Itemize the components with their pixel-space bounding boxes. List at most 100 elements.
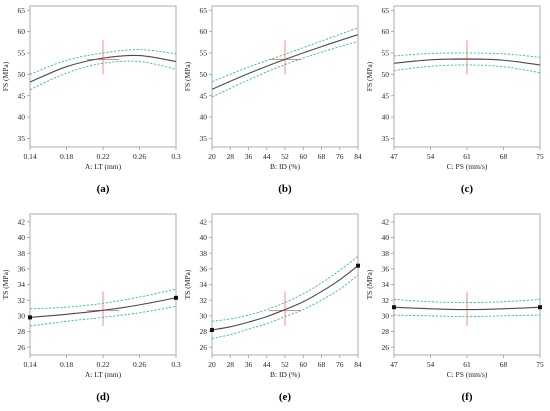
y-tick-label: 35 [382,134,390,143]
y-tick-label: 65 [18,6,26,15]
plot-frame [211,213,359,356]
y-tick-label: 36 [18,264,26,273]
x-tick-label: 84 [354,152,362,161]
y-tick-label: 30 [382,311,390,320]
lower-ci-line [394,314,540,318]
upper-ci-line [212,27,358,83]
chart-panel-e: 26 28 30 32 34 36 38 40 42 20 28 36 44 52 60 68 76 84 B: I… [183,213,362,403]
y-tick-label: 36 [200,264,208,273]
design-point [174,295,178,300]
x-tick-label: 20 [208,152,216,161]
plot-area [394,40,540,75]
x-tick-label: 36 [245,152,253,161]
x-tick-label: 28 [227,152,235,161]
fit-line [212,265,358,331]
y-axis-label: TS (MPa) [1,269,10,299]
chart-panel-d: 26 28 30 32 34 36 38 40 42 0.14 0.18 0.22 0.26 0.3 A: … [1,213,181,403]
y-tick-label: 55 [18,49,26,58]
x-tick-label: 68 [500,360,508,369]
x-tick-label: 54 [427,360,435,369]
y-tick-label: 40 [200,233,208,242]
y-tick-label: 45 [18,91,26,100]
y-tick-label: 36 [382,264,390,273]
y-tick-label: 38 [382,249,390,258]
x-tick-label: 36 [245,360,253,369]
design-point [392,305,396,310]
plot-area [30,40,176,91]
y-axis-label: TS (MPa) [365,269,374,299]
design-point [28,315,32,320]
x-tick-label: 47 [390,152,398,161]
panel-label: (e) [279,391,292,403]
chart-panel-c: 35 40 45 50 55 60 65 47 54 61 68 75 C: PS (mm/s) FS (… [365,5,544,195]
y-tick-label: 55 [200,49,208,58]
x-tick-label: 47 [390,360,398,369]
y-tick-label: 34 [18,280,26,289]
x-tick-label: 0.3 [171,152,181,161]
x-axis-label: A: LT (mm) [85,370,122,379]
x-tick-label: 60 [300,152,308,161]
x-tick-label: 0.22 [96,360,109,369]
y-tick-label: 32 [18,296,26,305]
x-axis-label: B: ID (%) [270,162,300,171]
x-tick-label: 76 [336,360,344,369]
y-tick-label: 60 [382,27,390,36]
y-axis-label: TS (MPa) [183,269,192,299]
upper-ci-line [394,52,540,58]
x-tick-label: 84 [354,360,362,369]
y-tick-label: 28 [200,327,208,336]
fit-line [212,34,358,90]
y-tick-label: 55 [382,49,390,58]
x-tick-label: 0.18 [60,360,73,369]
x-axis-label: C: PS (mm/s) [447,162,488,171]
x-axis-label: A: LT (mm) [85,162,122,171]
x-tick-label: 0.3 [171,360,181,369]
y-tick-label: 40 [18,113,26,122]
design-point [356,263,360,268]
y-tick-label: 34 [200,280,208,289]
plot-frame [29,5,177,148]
lower-ci-line [30,60,176,91]
y-tick-label: 34 [382,280,390,289]
x-tick-label: 52 [281,152,289,161]
x-tick-label: 20 [208,360,216,369]
x-axis-label: B: ID (%) [270,370,300,379]
lower-ci-line [212,41,358,98]
y-tick-label: 32 [382,296,390,305]
plot-area [212,27,358,98]
x-axis-label: C: PS (mm/s) [447,370,488,379]
lower-ci-line [212,274,358,339]
y-tick-label: 45 [200,91,208,100]
x-tick-label: 68 [318,360,326,369]
x-tick-label: 61 [463,360,471,369]
y-tick-label: 42 [18,217,26,226]
panel-label: (b) [278,183,292,195]
lower-ci-line [394,64,540,74]
x-tick-label: 0.14 [23,360,36,369]
y-tick-label: 35 [200,134,208,143]
y-tick-label: 26 [200,343,208,352]
y-tick-label: 35 [18,134,26,143]
y-tick-label: 26 [382,343,390,352]
y-tick-label: 28 [382,327,390,336]
y-tick-label: 40 [18,233,26,242]
x-tick-label: 0.18 [60,152,73,161]
x-tick-label: 68 [318,152,326,161]
y-tick-label: 30 [18,311,26,320]
y-tick-label: 60 [200,27,208,36]
x-tick-label: 44 [263,152,271,161]
x-tick-label: 52 [281,360,289,369]
plot-area [394,291,540,327]
panel-label: (f) [462,391,473,403]
panel-label: (d) [96,391,110,403]
plot-frame [29,213,177,356]
y-tick-label: 26 [18,343,26,352]
y-tick-label: 45 [382,91,390,100]
y-tick-label: 50 [200,70,208,79]
upper-ci-line [30,288,176,310]
chart-panel-b: 35 40 45 50 55 60 65 20 28 36 44 52 60 68 76 84 B: ID (%… [183,5,362,195]
chart-panel-a: 35 40 45 50 55 60 65 0.14 0.18 0.22 0.26 0.3 A: LT (… [1,5,181,195]
fit-line [394,58,540,66]
fit-line [30,297,176,318]
y-tick-label: 42 [200,217,208,226]
